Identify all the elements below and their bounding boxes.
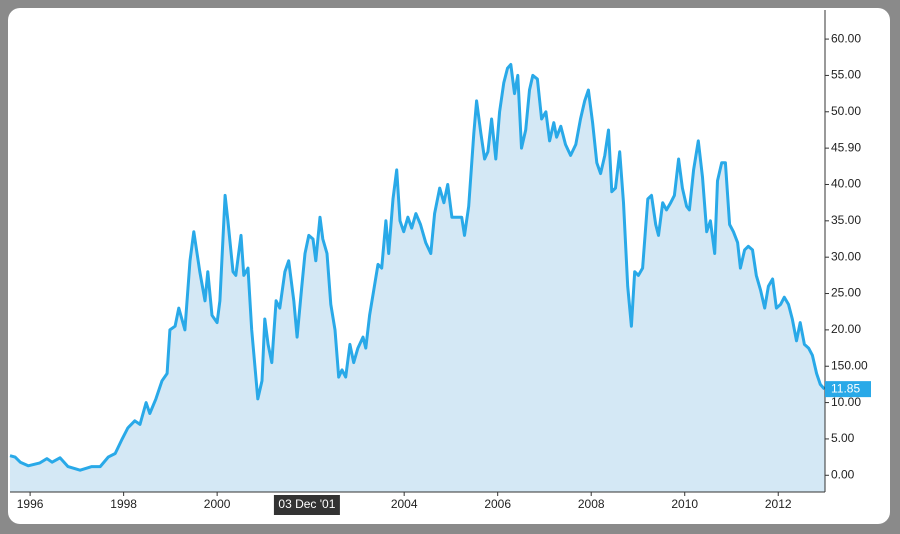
x-tick-label: 2012: [765, 497, 792, 511]
y-tick-label: 40.00: [831, 177, 861, 191]
x-tick-label: 1996: [17, 497, 44, 511]
y-tick-label: 55.00: [831, 68, 861, 82]
y-tick-label: 20.00: [831, 322, 861, 336]
x-tick-label: 1998: [110, 497, 137, 511]
x-tick-label: 2008: [578, 497, 605, 511]
y-tick-label: 10.00: [831, 395, 861, 409]
x-tick-label: 2010: [671, 497, 698, 511]
crosshair-label: 03 Dec '01: [278, 497, 335, 511]
x-tick-label: 2000: [204, 497, 231, 511]
y-tick-label: 30.00: [831, 249, 861, 263]
x-tick-label: 2004: [391, 497, 418, 511]
y-tick-label: 25.00: [831, 286, 861, 300]
last-value-label: 11.85: [831, 381, 860, 395]
y-tick-label: 150.00: [831, 358, 868, 372]
y-tick-label: 50.00: [831, 104, 861, 118]
crosshair-tag: [273, 495, 340, 515]
y-tick-label: 0.00: [831, 467, 855, 481]
y-tick-label: 45.90: [831, 140, 861, 154]
y-tick-label: 35.00: [831, 213, 861, 227]
x-tick-label: 2006: [484, 497, 511, 511]
y-tick-label: 5.00: [831, 431, 855, 445]
y-tick-label: 60.00: [831, 31, 861, 45]
price-line: [9, 63, 826, 472]
last-value-tag: [825, 381, 871, 398]
